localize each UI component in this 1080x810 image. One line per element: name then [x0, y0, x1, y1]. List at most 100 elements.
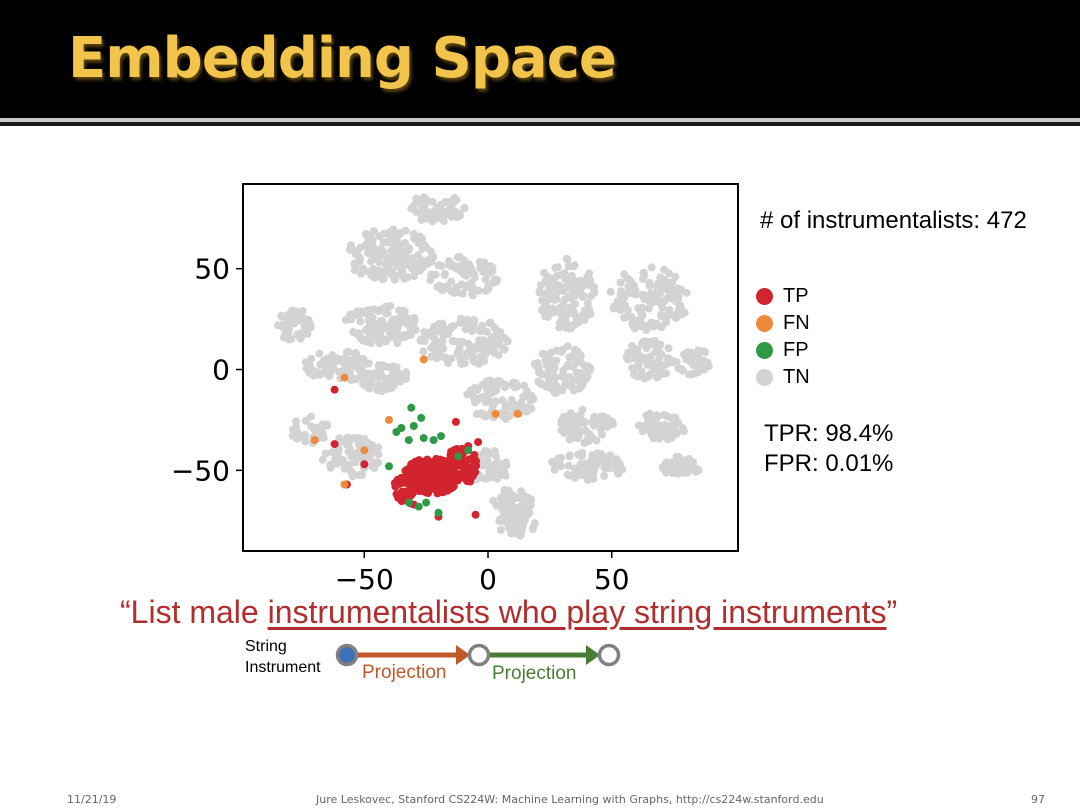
quote-open: “List male [120, 594, 268, 630]
point-tn [366, 231, 375, 240]
point-tn [579, 291, 588, 300]
point-tn [638, 339, 647, 348]
point-tn [487, 263, 495, 272]
point-tn [402, 332, 410, 341]
point-tn [689, 458, 698, 467]
point-tn [409, 229, 418, 238]
point-tn [583, 299, 592, 308]
point-fn [340, 480, 349, 489]
point-tn [541, 289, 550, 298]
point-fp [429, 436, 438, 445]
point-tn [439, 216, 448, 225]
point-tn [334, 367, 343, 376]
point-tn [313, 423, 322, 432]
legend-marker-fp [756, 341, 773, 359]
point-tn [636, 356, 645, 365]
projection-arrowhead-2 [586, 645, 600, 665]
point-tn [483, 474, 491, 483]
point-fp [385, 462, 393, 471]
point-tn [286, 315, 295, 324]
point-tn [602, 418, 611, 427]
point-tn [335, 454, 344, 463]
point-tn [662, 461, 671, 470]
point-tn [473, 410, 481, 418]
point-tn [520, 506, 529, 515]
point-tn [630, 324, 639, 333]
point-tn [308, 366, 317, 375]
point-fn [340, 373, 349, 382]
point-tp [412, 462, 421, 471]
point-tn [567, 272, 576, 280]
point-tn [316, 360, 325, 369]
point-tn [351, 434, 359, 443]
point-tn [455, 264, 464, 273]
point-tn [374, 450, 383, 459]
point-tn [358, 355, 367, 364]
quote-underlined-phrase: instrumentalists who play string instrum… [267, 594, 887, 630]
point-tn [348, 472, 357, 481]
point-tn [392, 318, 401, 327]
point-tn [352, 246, 361, 255]
point-tp [474, 438, 483, 447]
point-tn [511, 515, 520, 524]
fpr-metric: FPR: 0.01% [764, 450, 894, 477]
point-tn [301, 416, 310, 425]
point-tp [360, 460, 369, 469]
point-tp [422, 464, 431, 472]
point-tn [391, 375, 400, 384]
point-tn [410, 201, 418, 210]
point-fp [454, 452, 463, 461]
anchor-node-label: String Instrument [245, 636, 321, 678]
point-tn [579, 461, 588, 470]
point-tn [277, 311, 286, 320]
point-tn [380, 269, 389, 278]
point-tn [639, 275, 647, 283]
footer-page-number: 97 [1031, 793, 1045, 806]
point-tn [444, 359, 453, 367]
point-fp [414, 502, 423, 511]
point-tn [664, 422, 673, 431]
point-tn [462, 315, 471, 324]
point-tn [486, 318, 495, 327]
point-tn [496, 525, 505, 534]
point-tn [367, 339, 376, 347]
point-tn [490, 278, 499, 286]
point-tn [471, 383, 479, 392]
point-tn [571, 299, 580, 308]
point-tn [589, 474, 598, 483]
point-tn [500, 517, 509, 526]
legend-item-fp: FP [756, 339, 809, 361]
point-tn [556, 303, 565, 312]
point-tn [504, 486, 513, 495]
point-tn [661, 431, 669, 440]
x-tick-label: −50 [335, 563, 394, 596]
point-tn [356, 317, 365, 326]
point-tn [321, 449, 330, 458]
point-fp [417, 413, 426, 422]
point-tn [493, 333, 502, 342]
point-tn [430, 333, 439, 342]
point-tn [349, 327, 358, 336]
point-tn [570, 291, 579, 300]
point-tn [634, 421, 643, 430]
point-fp [409, 422, 418, 430]
point-fn [513, 409, 522, 418]
point-tn [483, 456, 492, 465]
point-tn [417, 264, 426, 273]
point-fn [491, 409, 500, 418]
point-tn [598, 412, 607, 421]
point-tn [584, 437, 593, 446]
point-tn [474, 395, 482, 404]
point-tn [375, 339, 384, 348]
instrumentalist-count: # of instrumentalists: 472 [760, 207, 1027, 234]
point-tn [291, 417, 300, 426]
point-tn [500, 410, 509, 419]
point-tp [391, 482, 400, 491]
legend-marker-fn [756, 314, 773, 332]
point-tn [530, 360, 539, 368]
legend-label-tp: TP [783, 284, 809, 307]
point-tn [459, 338, 467, 347]
point-tn [274, 321, 282, 330]
point-tn [366, 307, 375, 316]
point-tn [346, 444, 354, 453]
